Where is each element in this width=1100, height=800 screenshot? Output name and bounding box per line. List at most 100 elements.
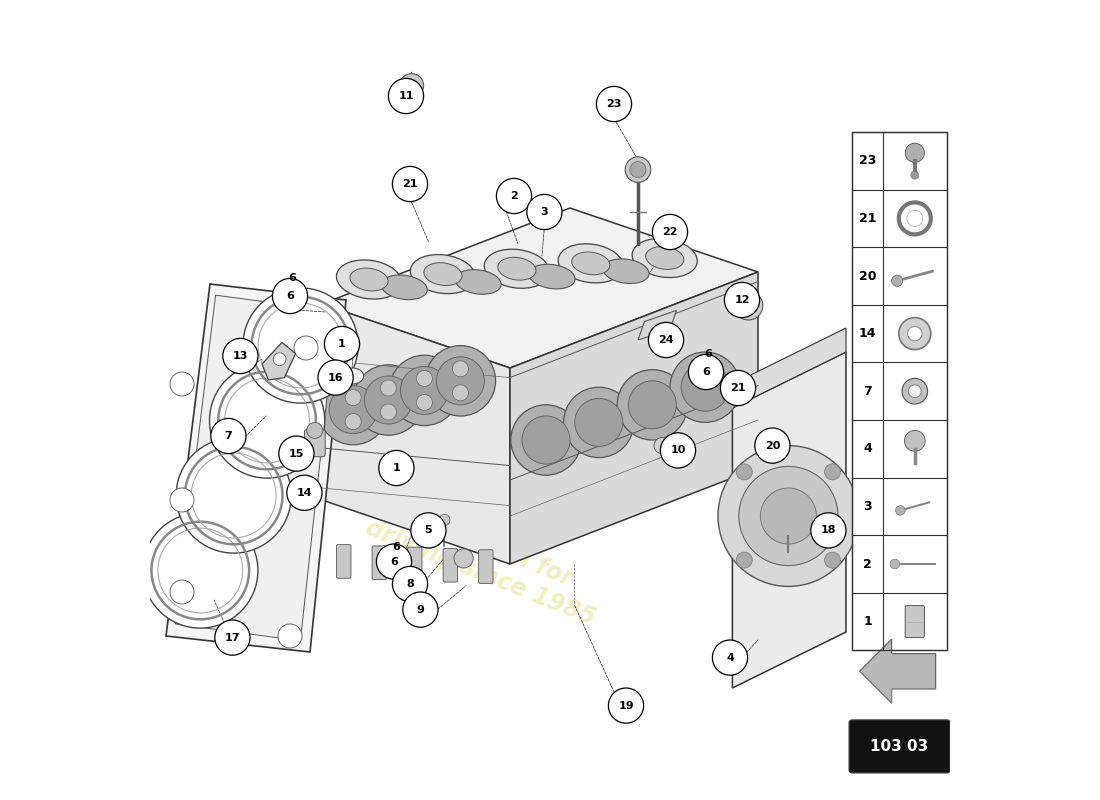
Polygon shape	[733, 352, 846, 688]
Circle shape	[628, 381, 676, 429]
Circle shape	[318, 374, 388, 445]
Circle shape	[892, 275, 903, 286]
Circle shape	[736, 552, 752, 568]
Circle shape	[376, 544, 411, 579]
Text: 15: 15	[288, 449, 304, 458]
Ellipse shape	[350, 268, 388, 291]
Circle shape	[345, 414, 361, 430]
Text: 6: 6	[390, 557, 398, 566]
FancyBboxPatch shape	[372, 546, 386, 579]
Ellipse shape	[382, 275, 427, 300]
Text: 17: 17	[224, 633, 240, 642]
Circle shape	[318, 360, 353, 395]
Circle shape	[400, 366, 449, 414]
Ellipse shape	[632, 238, 697, 278]
FancyBboxPatch shape	[849, 720, 950, 773]
Circle shape	[393, 166, 428, 202]
Circle shape	[287, 475, 322, 510]
Polygon shape	[322, 304, 510, 564]
Text: 6: 6	[393, 542, 400, 552]
Circle shape	[345, 390, 361, 406]
Ellipse shape	[498, 258, 536, 280]
Circle shape	[510, 405, 581, 475]
Text: 1: 1	[393, 463, 400, 473]
Text: 4: 4	[864, 442, 872, 455]
FancyBboxPatch shape	[337, 545, 351, 578]
Circle shape	[417, 394, 432, 410]
Circle shape	[403, 592, 438, 627]
Circle shape	[713, 640, 748, 675]
Text: 7: 7	[864, 385, 872, 398]
Text: 23: 23	[859, 154, 877, 167]
Text: 7: 7	[224, 431, 232, 441]
Circle shape	[681, 363, 729, 411]
Circle shape	[906, 210, 923, 226]
Circle shape	[760, 488, 816, 544]
Text: 18: 18	[821, 526, 836, 535]
Text: 24: 24	[658, 335, 674, 345]
Circle shape	[908, 326, 922, 341]
Text: 13: 13	[233, 351, 249, 361]
Circle shape	[725, 282, 760, 318]
Circle shape	[825, 464, 840, 480]
Circle shape	[278, 436, 314, 471]
Polygon shape	[322, 208, 758, 368]
Text: since 1985: since 1985	[614, 332, 774, 436]
Circle shape	[399, 74, 424, 98]
Circle shape	[654, 438, 670, 454]
Circle shape	[527, 194, 562, 230]
Circle shape	[740, 298, 757, 314]
Circle shape	[825, 552, 840, 568]
Circle shape	[209, 363, 324, 478]
FancyBboxPatch shape	[404, 90, 419, 107]
FancyBboxPatch shape	[305, 430, 326, 457]
Circle shape	[381, 404, 396, 420]
Text: 6: 6	[702, 367, 710, 377]
Circle shape	[905, 143, 924, 162]
Ellipse shape	[337, 260, 401, 299]
Circle shape	[895, 506, 905, 515]
FancyBboxPatch shape	[905, 606, 924, 638]
FancyBboxPatch shape	[443, 549, 458, 582]
Ellipse shape	[646, 246, 684, 270]
Ellipse shape	[484, 249, 550, 288]
Text: 14: 14	[859, 327, 877, 340]
Ellipse shape	[603, 259, 649, 283]
Circle shape	[437, 357, 484, 405]
Circle shape	[273, 278, 308, 314]
Circle shape	[278, 624, 303, 648]
Text: 6: 6	[286, 291, 294, 301]
Text: 2: 2	[864, 558, 872, 570]
Ellipse shape	[455, 270, 502, 294]
Text: 14: 14	[297, 488, 312, 498]
Circle shape	[563, 387, 634, 458]
Text: 3: 3	[540, 207, 548, 217]
Circle shape	[652, 214, 688, 250]
Circle shape	[324, 326, 360, 362]
Circle shape	[176, 438, 292, 553]
Ellipse shape	[558, 244, 624, 283]
Text: 22: 22	[662, 227, 678, 237]
Circle shape	[378, 450, 414, 486]
Circle shape	[307, 422, 322, 438]
Circle shape	[426, 346, 496, 416]
Circle shape	[904, 430, 925, 451]
Text: 1: 1	[338, 339, 345, 349]
Circle shape	[670, 352, 740, 422]
Circle shape	[909, 385, 921, 398]
Ellipse shape	[341, 368, 364, 384]
Text: 3: 3	[864, 500, 872, 513]
Polygon shape	[176, 295, 337, 641]
Text: 20: 20	[859, 270, 877, 282]
Circle shape	[811, 513, 846, 548]
Circle shape	[389, 355, 460, 426]
Text: 6: 6	[288, 274, 296, 283]
Ellipse shape	[529, 264, 575, 289]
FancyBboxPatch shape	[852, 132, 947, 650]
Circle shape	[452, 385, 469, 401]
Circle shape	[393, 566, 428, 602]
Text: 9: 9	[417, 605, 425, 614]
Text: 23: 23	[606, 99, 621, 109]
Circle shape	[720, 370, 756, 406]
Circle shape	[890, 559, 900, 569]
